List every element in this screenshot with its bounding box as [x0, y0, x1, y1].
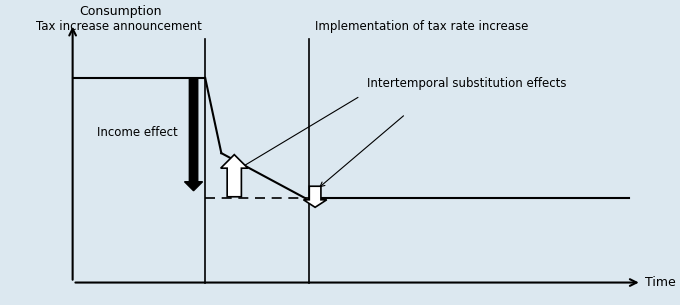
Text: Income effect: Income effect	[97, 126, 177, 138]
Text: Consumption: Consumption	[79, 5, 162, 18]
Text: Tax increase announcement: Tax increase announcement	[36, 20, 202, 33]
Text: Time: Time	[645, 276, 676, 289]
Text: Implementation of tax rate increase: Implementation of tax rate increase	[315, 20, 528, 33]
Text: Intertemporal substitution effects: Intertemporal substitution effects	[367, 77, 566, 90]
FancyArrow shape	[303, 186, 327, 207]
FancyArrow shape	[184, 78, 203, 191]
FancyArrow shape	[221, 155, 248, 197]
